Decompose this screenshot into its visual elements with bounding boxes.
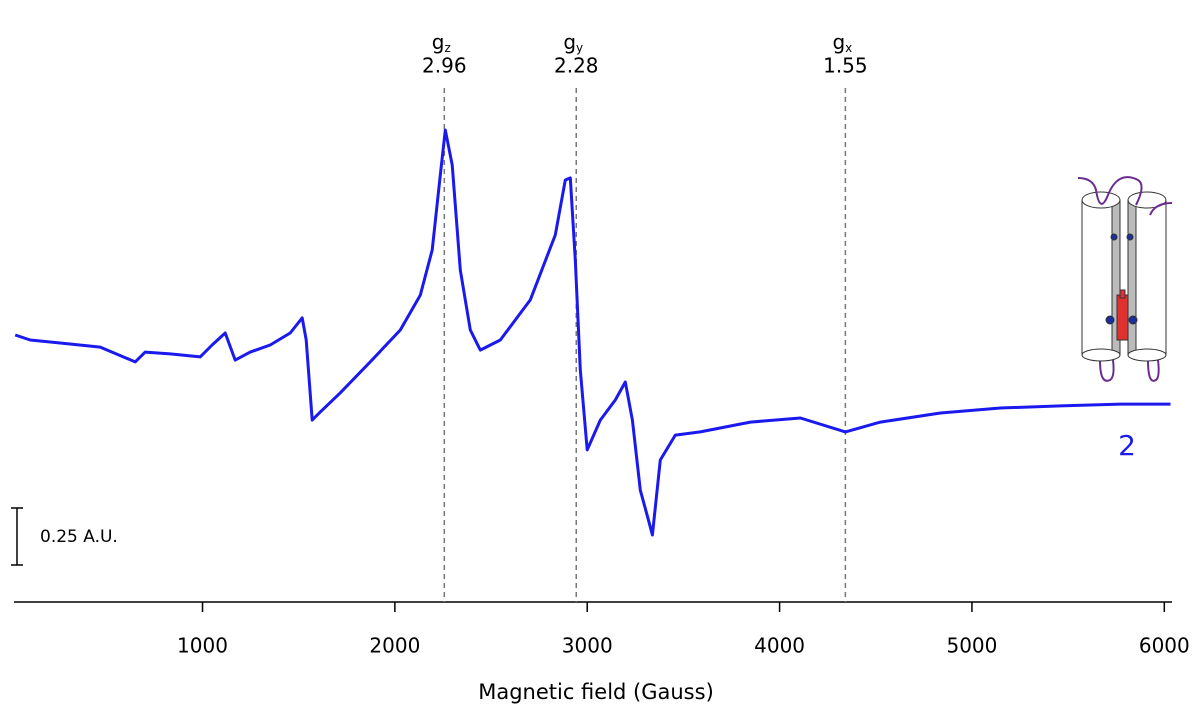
g-label: gz	[432, 30, 451, 55]
g-value: 2.28	[554, 54, 599, 78]
x-axis-title: Magnetic field (Gauss)	[478, 680, 714, 704]
series-label: 2	[1118, 429, 1136, 462]
g-symbol: g	[432, 30, 445, 54]
x-tick-label: 6000	[1139, 634, 1190, 658]
g-subscript: y	[576, 41, 583, 55]
spectrum-line	[14, 128, 1171, 537]
x-tick-label: 2000	[369, 634, 420, 658]
g-value: 2.96	[422, 54, 467, 78]
g-value: 1.55	[823, 54, 868, 78]
g-subscript: x	[845, 41, 852, 55]
x-tick-label: 5000	[946, 634, 997, 658]
inset-cartoon	[1077, 176, 1173, 382]
g-label: gx	[832, 30, 852, 55]
g-symbol: g	[832, 30, 845, 54]
g-symbol: g	[563, 30, 576, 54]
scale-bar-label: 0.25 A.U.	[40, 527, 118, 547]
x-tick-label: 3000	[562, 634, 613, 658]
x-tick-label: 4000	[754, 634, 805, 658]
g-subscript: z	[445, 41, 451, 55]
g-label: gy	[563, 30, 583, 55]
x-tick-label: 1000	[177, 634, 228, 658]
